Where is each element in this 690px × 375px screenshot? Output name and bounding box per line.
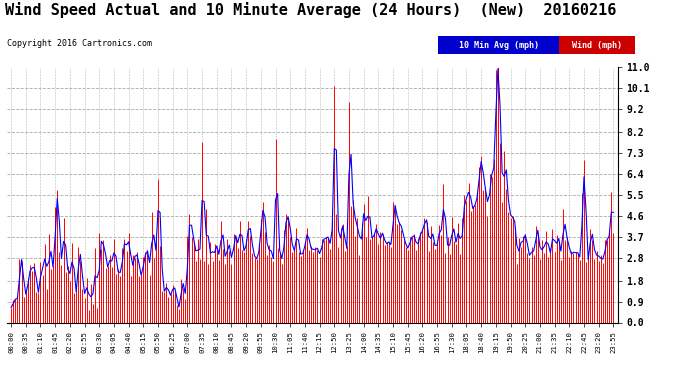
- Text: Wind Speed Actual and 10 Minute Average (24 Hours)  (New)  20160216: Wind Speed Actual and 10 Minute Average …: [5, 2, 616, 18]
- Text: 10 Min Avg (mph): 10 Min Avg (mph): [459, 40, 538, 50]
- Text: Copyright 2016 Cartronics.com: Copyright 2016 Cartronics.com: [7, 39, 152, 48]
- Text: Wind (mph): Wind (mph): [572, 40, 622, 50]
